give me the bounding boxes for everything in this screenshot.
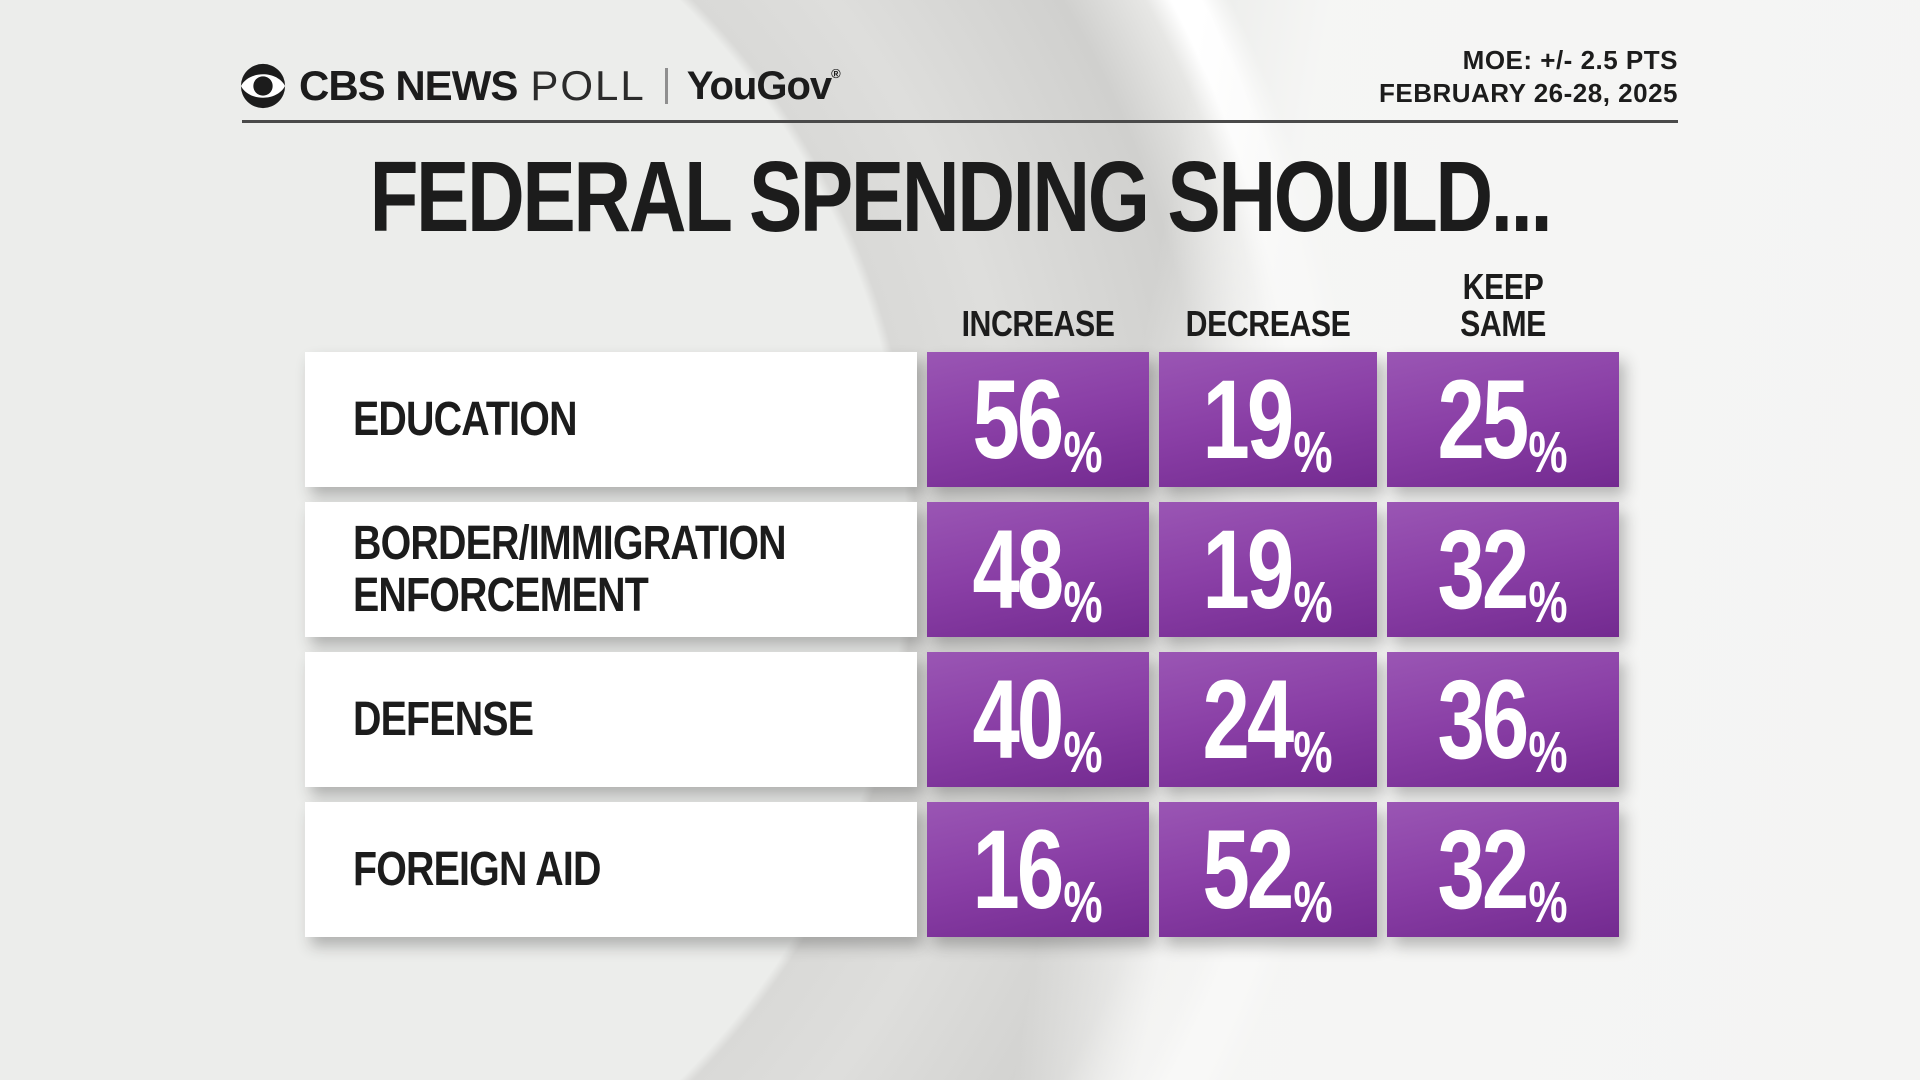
row-label-box: BORDER/IMMIGRATION ENFORCEMENT — [305, 502, 917, 637]
value-number: 25 — [1437, 356, 1530, 482]
table-row-defense: DEFENSE 40% 24% 36% — [305, 652, 1619, 787]
row-label-box: FOREIGN AID — [305, 802, 917, 937]
value-cell: 56% — [927, 352, 1149, 487]
logo-row: CBS NEWS POLL YouGov® — [240, 58, 841, 114]
value-cell: 19% — [1159, 352, 1377, 487]
poll-logo-text: POLL — [530, 62, 646, 109]
column-headers: INCREASE DECREASE KEEP SAME — [927, 268, 1619, 350]
moe-block: MOE: +/- 2.5 PTS FEBRUARY 26-28, 2025 — [1379, 44, 1678, 110]
value-cell: 25% — [1387, 352, 1619, 487]
value-cell: 52% — [1159, 802, 1377, 937]
percent-sign: % — [1293, 869, 1334, 935]
value-number: 19 — [1202, 356, 1295, 482]
percent-sign: % — [1063, 719, 1104, 785]
registered-mark: ® — [831, 65, 841, 81]
value-cell: 48% — [927, 502, 1149, 637]
row-label: DEFENSE — [353, 692, 534, 746]
percent-sign: % — [1293, 569, 1334, 635]
cbs-eye-icon — [240, 63, 286, 109]
percent-sign: % — [1528, 719, 1569, 785]
column-header-decrease: DECREASE — [1185, 303, 1351, 344]
value-number: 19 — [1202, 506, 1295, 632]
percent-sign: % — [1063, 569, 1104, 635]
title-wrap: FEDERAL SPENDING SHOULD... — [0, 140, 1920, 255]
table-row-foreign-aid: FOREIGN AID 16% 52% 32% — [305, 802, 1619, 937]
value-number: 32 — [1437, 806, 1530, 932]
row-label: EDUCATION — [353, 392, 577, 446]
column-header-increase: INCREASE — [961, 303, 1115, 344]
table-row-education: EDUCATION 56% 19% 25% — [305, 352, 1619, 487]
percent-sign: % — [1528, 569, 1569, 635]
value-number: 48 — [972, 506, 1065, 632]
value-cell: 16% — [927, 802, 1149, 937]
value-number: 56 — [972, 356, 1065, 482]
table-row-border-immigration: BORDER/IMMIGRATION ENFORCEMENT 48% 19% 3… — [305, 502, 1619, 637]
column-header-keep-same: KEEP SAME — [1460, 266, 1546, 344]
page-title: FEDERAL SPENDING SHOULD... — [369, 141, 1553, 253]
value-number: 40 — [972, 656, 1065, 782]
value-cell: 32% — [1387, 802, 1619, 937]
row-label-box: DEFENSE — [305, 652, 917, 787]
cbs-news-logo-text: CBS NEWS — [299, 62, 518, 109]
percent-sign: % — [1063, 419, 1104, 485]
value-number: 52 — [1202, 806, 1295, 932]
value-number: 36 — [1437, 656, 1530, 782]
logo-divider — [664, 68, 668, 104]
poll-table: INCREASE DECREASE KEEP SAME EDUCATION 56… — [305, 268, 1619, 937]
value-cell: 40% — [927, 652, 1149, 787]
value-cell: 32% — [1387, 502, 1619, 637]
header-divider-rule — [242, 120, 1678, 123]
value-number: 16 — [972, 806, 1065, 932]
value-number: 24 — [1202, 656, 1295, 782]
percent-sign: % — [1293, 419, 1334, 485]
value-cell: 19% — [1159, 502, 1377, 637]
field-dates-line: FEBRUARY 26-28, 2025 — [1378, 78, 1678, 108]
moe-line: MOE: +/- 2.5 PTS — [1462, 45, 1678, 75]
percent-sign: % — [1528, 869, 1569, 935]
row-label: FOREIGN AID — [353, 842, 601, 896]
value-cell: 24% — [1159, 652, 1377, 787]
row-label-box: EDUCATION — [305, 352, 917, 487]
percent-sign: % — [1293, 719, 1334, 785]
percent-sign: % — [1063, 869, 1104, 935]
table-rows: EDUCATION 56% 19% 25% BORDER/IMMIGRATION… — [305, 352, 1619, 937]
value-cell: 36% — [1387, 652, 1619, 787]
yougov-logo-text: YouGov® — [686, 63, 841, 108]
percent-sign: % — [1528, 419, 1569, 485]
value-number: 32 — [1437, 506, 1530, 632]
row-label: BORDER/IMMIGRATION ENFORCEMENT — [353, 516, 787, 622]
